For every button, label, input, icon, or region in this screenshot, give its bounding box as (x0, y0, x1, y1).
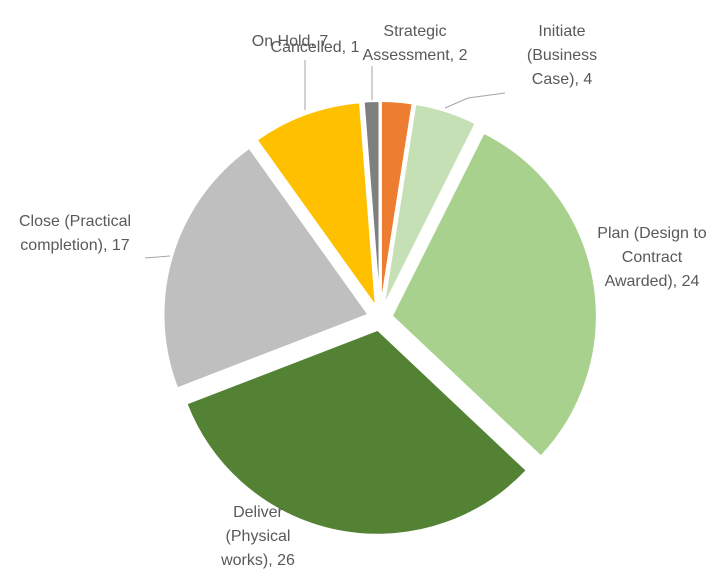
data-label: Cancelled, 1 (270, 39, 360, 56)
data-label: On Hold, 7 (251, 33, 329, 50)
data-label: Deliver (Physical works), 26 (221, 504, 295, 569)
pie-slice (255, 101, 378, 311)
pie-slice (185, 328, 529, 536)
data-label: Close (Practical completion), 17 (18, 213, 132, 254)
leader-line (144, 255, 171, 259)
pie-slice (382, 102, 478, 308)
data-label: Plan (Design to Contract Awarded), 24 (597, 225, 707, 290)
pie-slice (390, 131, 598, 459)
leader-line (444, 92, 506, 109)
pie-slice (379, 100, 414, 307)
pie-slice (362, 100, 381, 307)
data-label: Initiate (Business Case), 4 (526, 23, 598, 88)
pie-slice (162, 146, 371, 390)
data-label: Strategic Assessment, 2 (362, 23, 468, 64)
